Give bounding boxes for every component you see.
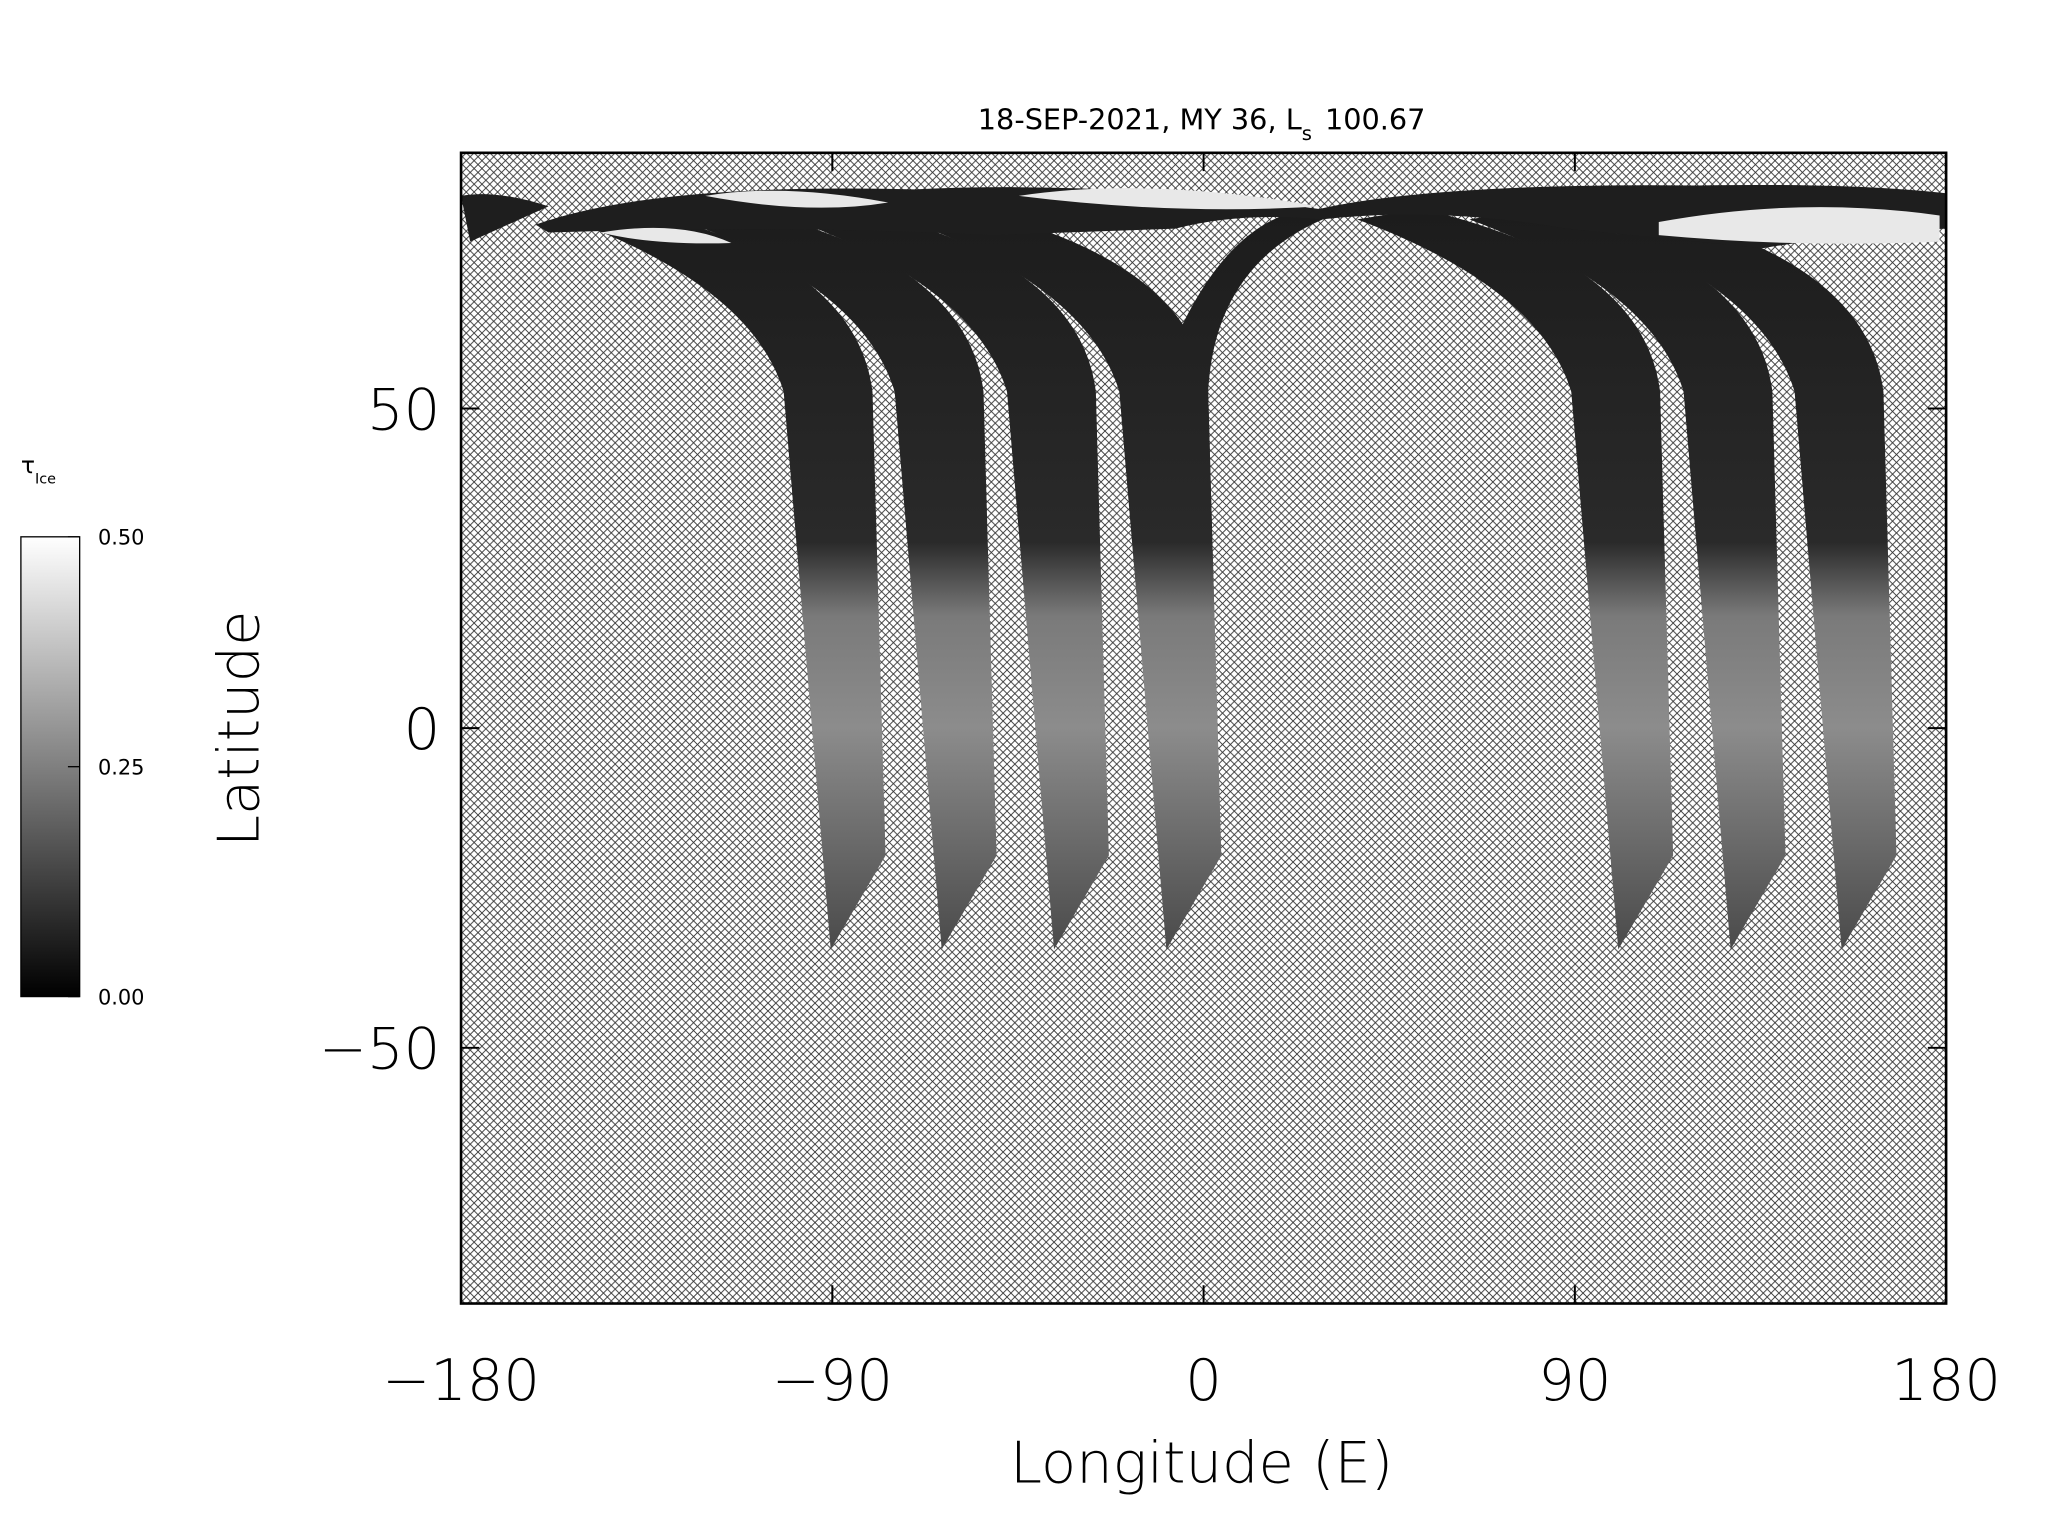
y-axis-label: Latitude — [206, 611, 273, 847]
swath — [905, 208, 1222, 950]
swath — [569, 208, 886, 950]
y-tick-label: 50 — [367, 376, 440, 443]
swath — [1357, 208, 1674, 950]
title-text: 18-SEP-2021, MY 36, L — [978, 102, 1302, 136]
title-subscript: s — [1302, 122, 1312, 145]
colorbar-symbol: τ — [21, 451, 35, 479]
bright-cloud — [600, 188, 1940, 244]
y-tick-label: 0 — [404, 696, 441, 763]
colorbar-subscript: Ice — [35, 471, 56, 487]
colorbar-tick-label: 0.50 — [98, 526, 144, 550]
swath — [1166, 208, 1333, 950]
x-axis-label: Longitude (E) — [1010, 1429, 1393, 1496]
colorbar-label: τIce — [21, 451, 56, 487]
swaths — [569, 208, 1897, 950]
title-value: 100.67 — [1325, 102, 1425, 136]
colorbar-tick-label: 0.00 — [98, 985, 144, 1009]
colorbar-tick-label: 0.25 — [98, 756, 144, 780]
chart-title: 18-SEP-2021, MY 36, Ls 100.67 — [978, 102, 1426, 144]
swath — [792, 208, 1109, 950]
swath — [1580, 208, 1897, 950]
x-tick-label: −180 — [382, 1347, 540, 1414]
y-tick-label: −50 — [319, 1016, 440, 1083]
x-tick-label: 180 — [1891, 1347, 2001, 1414]
x-tick-label: 0 — [1185, 1347, 1222, 1414]
x-tick-label: −90 — [772, 1347, 893, 1414]
x-tick-label: 90 — [1538, 1347, 1611, 1414]
swath — [680, 208, 997, 950]
swath — [1469, 208, 1786, 950]
